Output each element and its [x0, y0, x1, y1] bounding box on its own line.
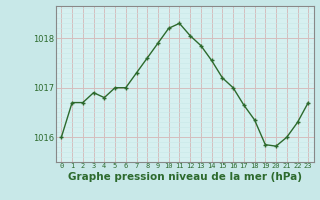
X-axis label: Graphe pression niveau de la mer (hPa): Graphe pression niveau de la mer (hPa)	[68, 172, 302, 182]
